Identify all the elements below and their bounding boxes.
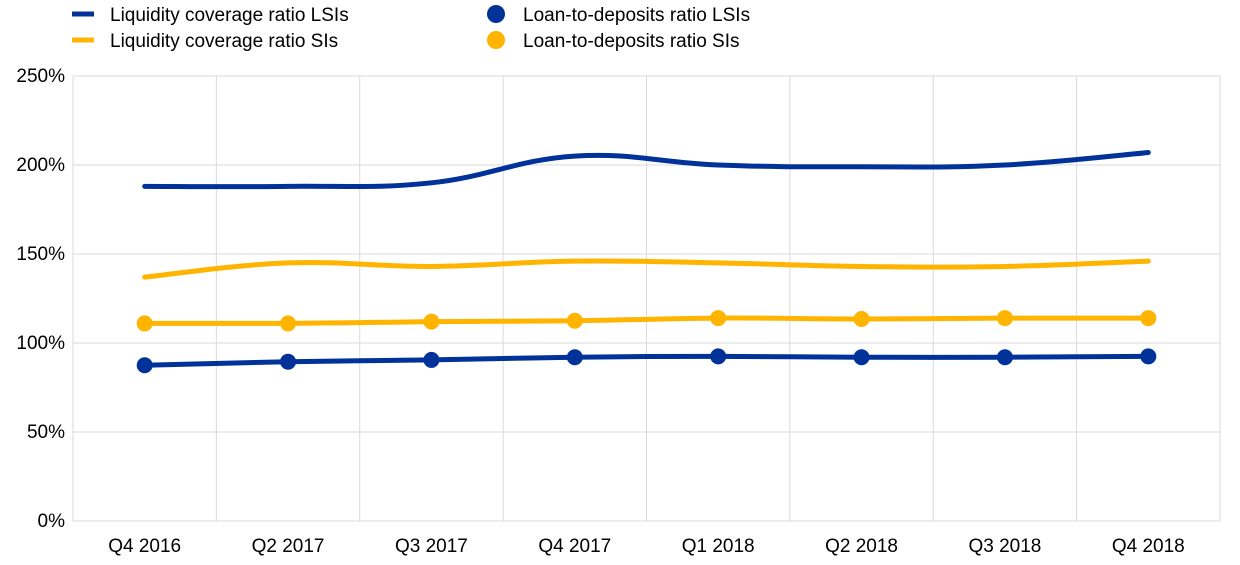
y-tick-label: 50% bbox=[27, 422, 65, 443]
series-line-3 bbox=[142, 315, 1151, 327]
y-axis: 0% 50% 100% 150% 200% 250% bbox=[16, 66, 65, 532]
data-point bbox=[280, 353, 297, 370]
x-tick-label: Q4 2018 bbox=[1112, 536, 1185, 557]
data-point bbox=[853, 349, 870, 366]
legend-marker bbox=[487, 5, 505, 23]
data-point bbox=[423, 313, 440, 330]
y-tick-label: 250% bbox=[16, 66, 65, 87]
series-line-2 bbox=[142, 353, 1151, 368]
legend-label: Loan-to-deposits ratio SIs bbox=[523, 31, 740, 52]
x-axis: Q4 2016 Q2 2017 Q3 2017 Q4 2017 Q1 2018 Q2 20… bbox=[108, 536, 1185, 557]
data-point bbox=[853, 310, 870, 327]
x-tick-label: Q2 2018 bbox=[825, 536, 898, 557]
data-point bbox=[1140, 348, 1157, 365]
series-line-0 bbox=[142, 150, 1151, 190]
data-point bbox=[136, 315, 153, 332]
series-line-1 bbox=[142, 258, 1151, 280]
x-tick-label: Q2 2017 bbox=[252, 536, 325, 557]
x-tick-label: Q3 2017 bbox=[395, 536, 468, 557]
legend-label: Liquidity coverage ratio SIs bbox=[110, 31, 338, 52]
data-point bbox=[710, 348, 727, 365]
y-tick-label: 200% bbox=[16, 155, 65, 176]
data-point bbox=[996, 349, 1013, 366]
y-tick-label: 0% bbox=[38, 511, 66, 532]
legend-marker bbox=[487, 31, 505, 49]
legend-label: Liquidity coverage ratio LSIs bbox=[110, 5, 349, 26]
x-tick-label: Q4 2017 bbox=[538, 536, 611, 557]
data-point bbox=[1140, 310, 1157, 327]
data-point bbox=[566, 349, 583, 366]
data-point bbox=[423, 351, 440, 368]
legend: Liquidity coverage ratio LSIs Liquidity c… bbox=[72, 5, 750, 52]
x-tick-label: Q3 2018 bbox=[968, 536, 1041, 557]
grid bbox=[72, 75, 1221, 522]
plot-area bbox=[136, 150, 1157, 374]
data-point bbox=[566, 312, 583, 329]
data-point bbox=[280, 315, 297, 332]
y-tick-label: 150% bbox=[16, 244, 65, 265]
data-point bbox=[136, 357, 153, 374]
x-tick-label: Q4 2016 bbox=[108, 536, 181, 557]
y-tick-label: 100% bbox=[16, 333, 65, 354]
data-point bbox=[710, 310, 727, 327]
legend-label: Loan-to-deposits ratio LSIs bbox=[523, 5, 750, 26]
x-tick-label: Q1 2018 bbox=[682, 536, 755, 557]
data-point bbox=[996, 310, 1013, 327]
